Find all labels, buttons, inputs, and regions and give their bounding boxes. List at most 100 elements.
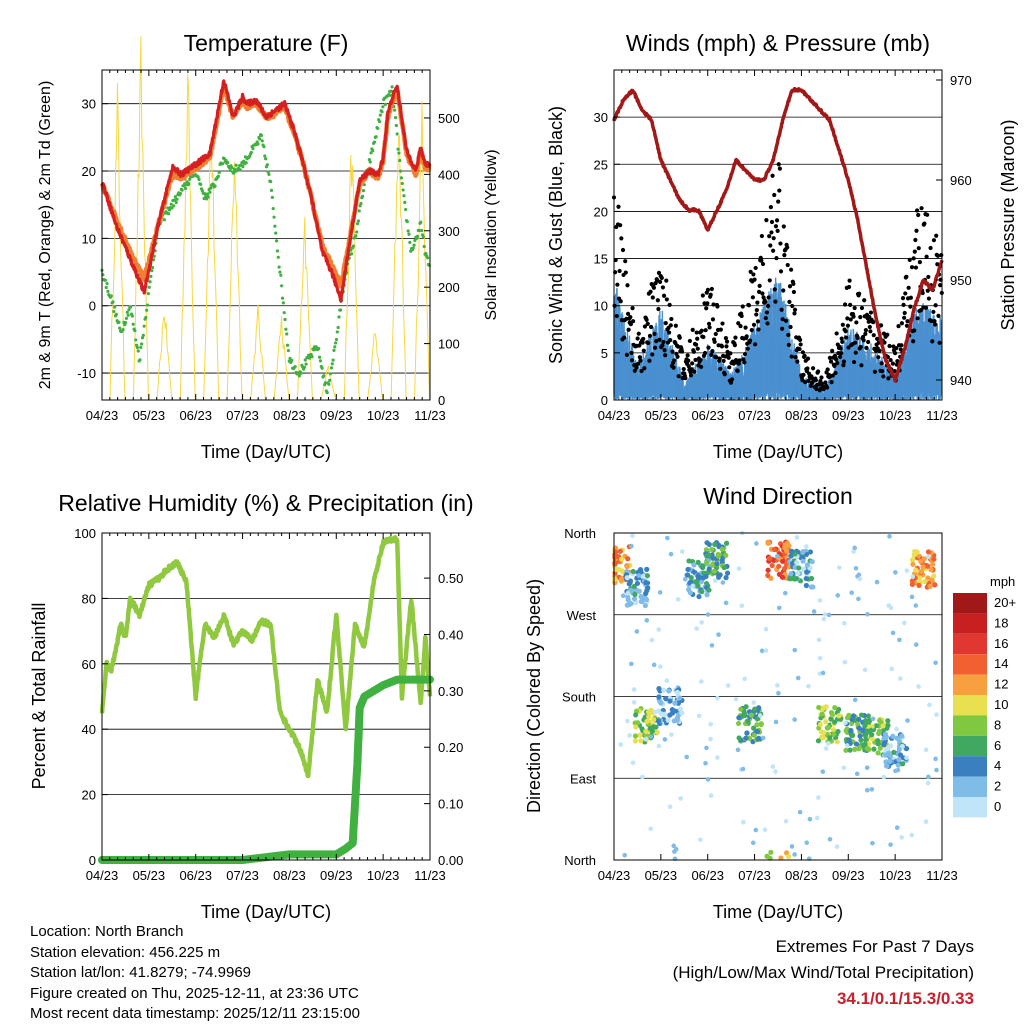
direction-point	[715, 553, 722, 559]
gust-point	[728, 380, 734, 385]
dewpoint-point	[380, 110, 384, 114]
gust-point	[655, 298, 660, 303]
gust-point	[656, 270, 662, 275]
direction-point-light	[618, 742, 624, 747]
gust-point	[781, 288, 786, 293]
solar-spike	[390, 134, 407, 401]
direction-point-light	[894, 825, 900, 830]
y-tick-label: 0	[89, 299, 96, 314]
gust-point	[845, 316, 850, 321]
gust-point	[635, 336, 640, 341]
direction-point	[899, 733, 905, 739]
legend-swatch	[953, 776, 987, 797]
dewpoint-point	[276, 255, 280, 259]
dewpoint-point	[216, 174, 220, 178]
direction-point	[703, 573, 709, 580]
direction-point	[665, 717, 671, 723]
dewpoint-point	[269, 188, 274, 192]
direction-point	[912, 548, 918, 555]
gust-point	[858, 344, 863, 350]
direction-point	[711, 568, 717, 574]
gust-point	[669, 316, 674, 322]
gust-point	[748, 269, 753, 274]
dewpoint-point	[129, 305, 133, 309]
gust-point	[726, 355, 731, 360]
gust-point	[937, 340, 942, 345]
gust-point	[691, 349, 696, 354]
direction-point-light	[723, 600, 729, 606]
direction-point	[913, 567, 919, 573]
direction-point	[632, 738, 638, 744]
gust-point	[933, 303, 938, 308]
dewpoint-point	[234, 163, 238, 167]
gust-point	[715, 304, 720, 309]
dewpoint-point	[415, 234, 420, 238]
direction-point	[794, 560, 800, 566]
gust-point	[788, 324, 793, 330]
direction-point-light	[773, 719, 779, 725]
gust-point	[690, 327, 695, 332]
direction-point-light	[690, 583, 696, 589]
direction-point-light	[775, 683, 780, 688]
x-tick-label: 06/23	[691, 408, 724, 423]
direction-point-light	[916, 684, 921, 689]
gust-point	[875, 336, 880, 341]
direction-point-light	[733, 696, 739, 702]
gust-point	[683, 376, 688, 381]
direction-point	[767, 555, 773, 562]
dewpoint-point	[304, 362, 308, 366]
dewpoint-point	[275, 249, 280, 253]
direction-point	[699, 588, 705, 595]
dewpoint-point	[317, 346, 321, 351]
direction-point-light	[740, 766, 746, 772]
direction-point	[742, 712, 748, 719]
gust-point	[747, 338, 753, 343]
direction-point	[800, 549, 806, 555]
gust-point	[626, 327, 631, 332]
dewpoint-point	[230, 166, 234, 170]
direction-point	[655, 718, 662, 724]
direction-point	[815, 738, 822, 744]
legend-label: 10	[994, 697, 1008, 712]
x-tick-label: 09/23	[320, 868, 353, 883]
direction-point-light	[715, 755, 720, 760]
dewpoint-point	[146, 292, 150, 296]
gust-point	[881, 331, 886, 336]
gust-point	[932, 319, 937, 324]
gust-point	[900, 295, 906, 301]
dewpoint-point	[145, 308, 149, 312]
y2-tick-label: 0.40	[438, 627, 463, 642]
direction-point	[910, 561, 916, 567]
direction-point	[831, 731, 837, 737]
gust-point	[844, 335, 849, 340]
direction-point-light	[697, 837, 703, 842]
dewpoint-point	[173, 195, 177, 199]
gust-point	[853, 340, 858, 345]
gust-point	[828, 359, 834, 364]
y-tick-label: 0	[601, 393, 608, 408]
dewpoint-point	[249, 150, 253, 155]
x-tick-label: 07/23	[226, 408, 259, 423]
legend-swatch	[953, 613, 987, 634]
direction-point-light	[725, 683, 731, 688]
gust-point	[916, 246, 921, 251]
legend-swatch	[953, 674, 987, 695]
humidity-line	[99, 534, 433, 779]
direction-point-light	[630, 760, 636, 766]
dewpoint-point	[355, 230, 359, 234]
dewpoint-point	[307, 356, 312, 360]
direction-point	[765, 567, 771, 573]
dewpoint-point	[333, 345, 337, 349]
temperature-ylabel: 2m & 9m T (Red, Orange) & 2m Td (Green)	[37, 81, 54, 390]
gust-point	[886, 376, 891, 381]
solar-spike	[273, 316, 290, 401]
direction-point-light	[913, 642, 919, 647]
direction-point-light	[870, 716, 876, 722]
dewpoint-point	[277, 265, 281, 269]
legend-swatch	[953, 735, 987, 757]
direction-point-light	[816, 795, 821, 800]
direction-point-light	[887, 534, 892, 539]
x-tick-label: 06/23	[179, 408, 212, 423]
dewpoint-point	[124, 316, 129, 320]
gust-point	[801, 372, 806, 377]
